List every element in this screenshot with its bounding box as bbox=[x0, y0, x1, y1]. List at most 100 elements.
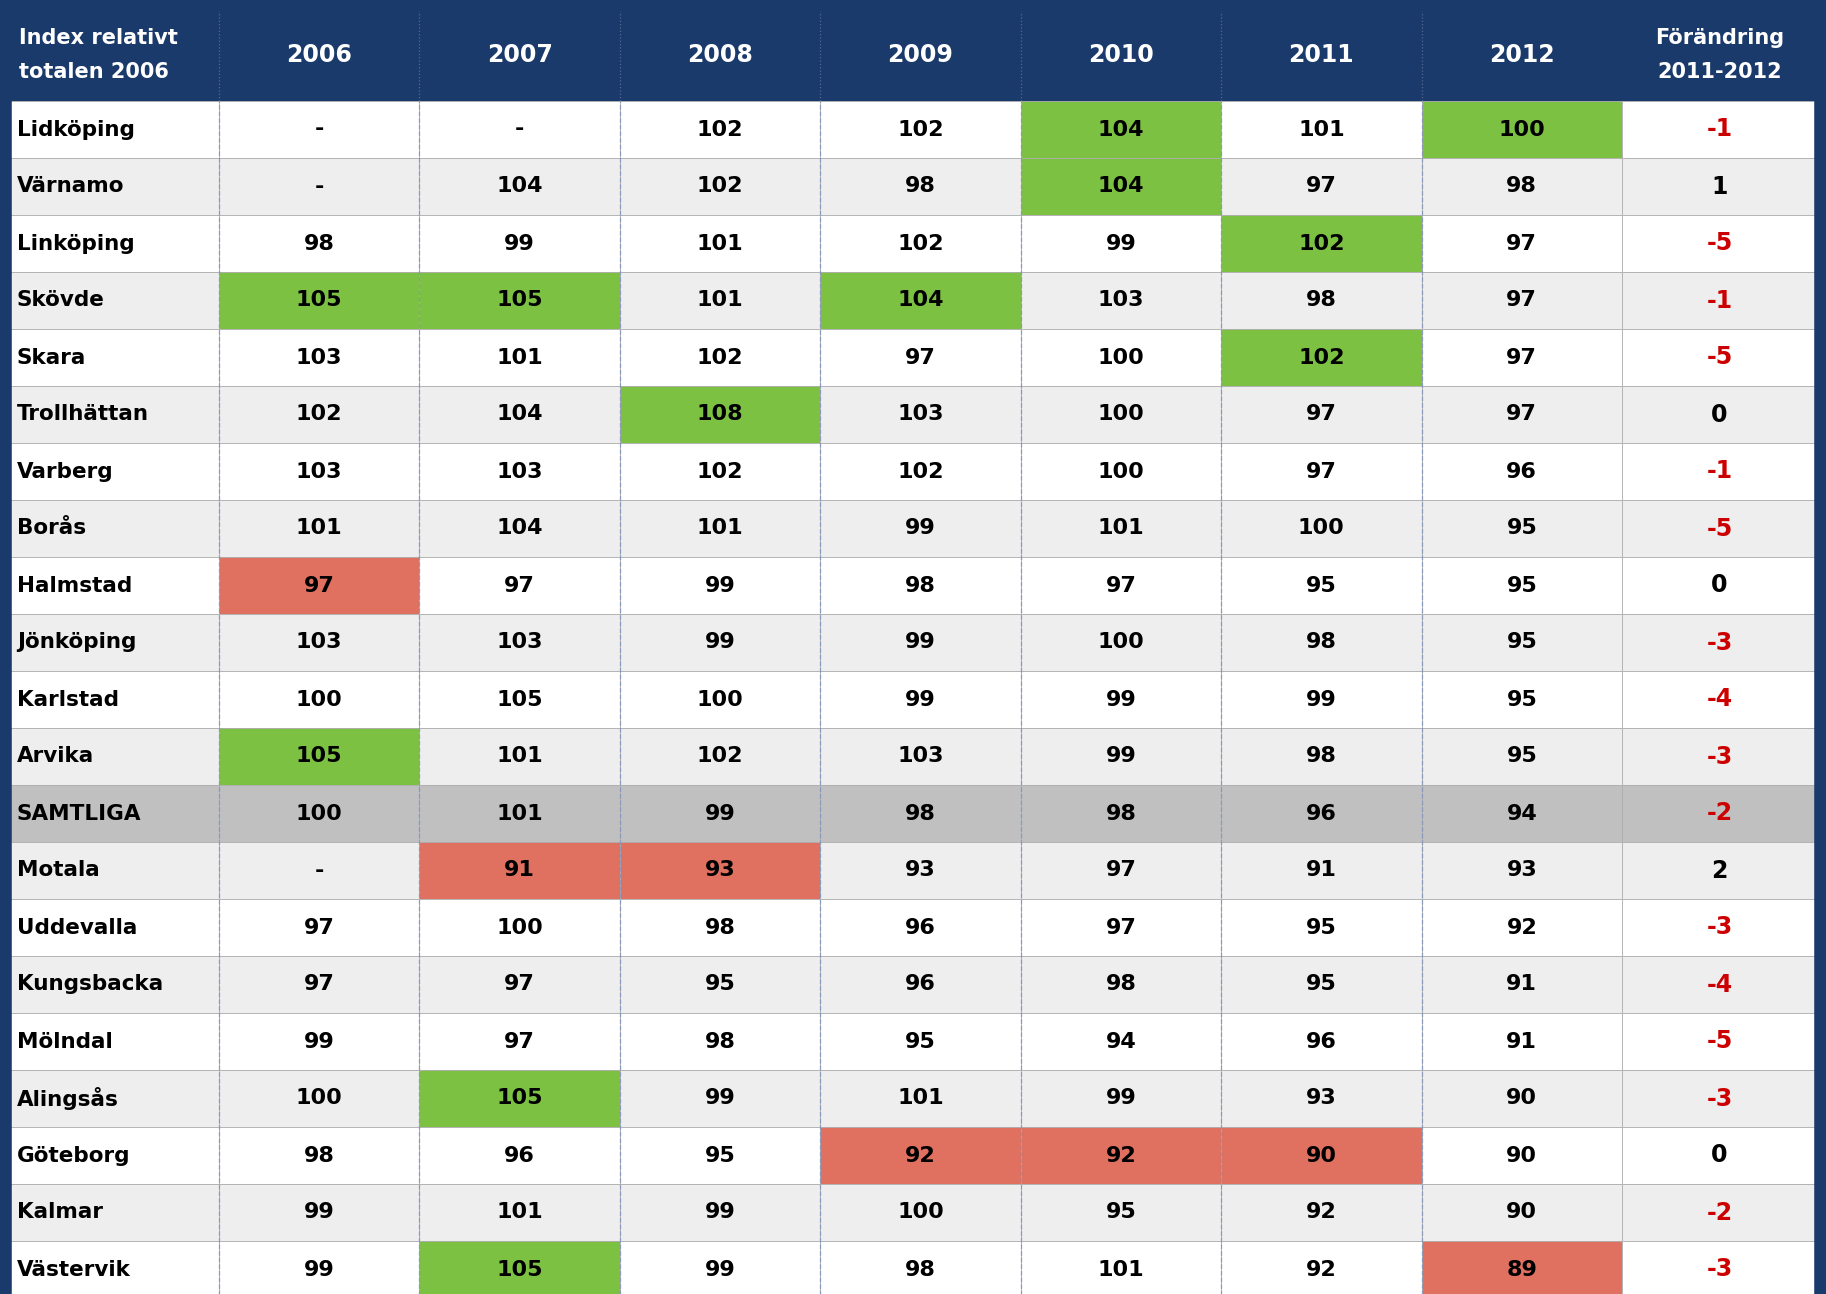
Text: 96: 96 bbox=[906, 917, 937, 937]
Text: 104: 104 bbox=[1097, 176, 1145, 197]
Text: Kalmar: Kalmar bbox=[16, 1202, 102, 1223]
Bar bbox=[1021, 9, 1222, 101]
Bar bbox=[619, 842, 820, 899]
Text: 100: 100 bbox=[1097, 462, 1145, 481]
Bar bbox=[1422, 899, 1621, 956]
Bar bbox=[219, 9, 420, 101]
Text: -: - bbox=[314, 861, 323, 880]
Text: 95: 95 bbox=[1506, 633, 1537, 652]
Bar bbox=[9, 956, 219, 1013]
Bar bbox=[1621, 842, 1817, 899]
Bar bbox=[1422, 329, 1621, 386]
Bar bbox=[1422, 613, 1621, 672]
Text: 92: 92 bbox=[1105, 1145, 1136, 1166]
Text: 0: 0 bbox=[1711, 573, 1727, 598]
Text: 102: 102 bbox=[698, 462, 743, 481]
Bar bbox=[219, 158, 420, 215]
Bar bbox=[1021, 956, 1222, 1013]
Text: 90: 90 bbox=[1506, 1145, 1537, 1166]
Bar bbox=[820, 899, 1021, 956]
Bar bbox=[1422, 1127, 1621, 1184]
Text: 90: 90 bbox=[1306, 1145, 1337, 1166]
Bar bbox=[219, 1241, 420, 1294]
Bar bbox=[619, 613, 820, 672]
Bar bbox=[9, 499, 219, 556]
Bar bbox=[619, 1184, 820, 1241]
Bar bbox=[1422, 443, 1621, 499]
Text: 102: 102 bbox=[698, 176, 743, 197]
Text: 2009: 2009 bbox=[887, 43, 953, 67]
Text: 97: 97 bbox=[1506, 233, 1537, 254]
Text: 97: 97 bbox=[1306, 462, 1337, 481]
Bar bbox=[9, 1241, 219, 1294]
Bar bbox=[420, 101, 619, 158]
Bar bbox=[820, 729, 1021, 785]
Text: 97: 97 bbox=[1105, 917, 1136, 937]
Bar bbox=[420, 9, 619, 101]
Text: 98: 98 bbox=[906, 804, 937, 823]
Text: 101: 101 bbox=[497, 1202, 542, 1223]
Text: 91: 91 bbox=[1506, 974, 1537, 995]
Text: 97: 97 bbox=[303, 974, 334, 995]
Text: 99: 99 bbox=[303, 1202, 334, 1223]
Text: 97: 97 bbox=[1306, 405, 1337, 424]
Text: 102: 102 bbox=[1298, 233, 1344, 254]
Text: Göteborg: Göteborg bbox=[16, 1145, 130, 1166]
Text: 99: 99 bbox=[906, 690, 937, 709]
Text: 95: 95 bbox=[1306, 974, 1337, 995]
Bar bbox=[219, 1013, 420, 1070]
Text: 97: 97 bbox=[906, 348, 937, 367]
Bar bbox=[619, 1070, 820, 1127]
Bar bbox=[1621, 215, 1817, 272]
Text: 100: 100 bbox=[897, 1202, 944, 1223]
Text: 95: 95 bbox=[906, 1031, 937, 1052]
Bar bbox=[1621, 1127, 1817, 1184]
Text: 99: 99 bbox=[504, 233, 535, 254]
Bar bbox=[1422, 842, 1621, 899]
Bar bbox=[1222, 101, 1422, 158]
Text: 97: 97 bbox=[1506, 405, 1537, 424]
Text: Förändring: Förändring bbox=[1654, 28, 1784, 48]
Bar bbox=[1222, 729, 1422, 785]
Text: 99: 99 bbox=[705, 804, 736, 823]
Bar bbox=[1422, 1184, 1621, 1241]
Text: 98: 98 bbox=[303, 1145, 334, 1166]
Text: 102: 102 bbox=[897, 462, 944, 481]
Text: SAMTLIGA: SAMTLIGA bbox=[16, 804, 141, 823]
Bar bbox=[219, 672, 420, 729]
Bar bbox=[1021, 215, 1222, 272]
Bar bbox=[420, 613, 619, 672]
Bar bbox=[420, 158, 619, 215]
Bar bbox=[9, 1070, 219, 1127]
Text: 98: 98 bbox=[1306, 633, 1337, 652]
Bar bbox=[820, 499, 1021, 556]
Text: 91: 91 bbox=[504, 861, 535, 880]
Text: 92: 92 bbox=[1306, 1259, 1337, 1280]
Text: -3: -3 bbox=[1705, 1258, 1733, 1281]
Bar bbox=[1222, 899, 1422, 956]
Bar bbox=[9, 272, 219, 329]
Bar bbox=[1021, 1184, 1222, 1241]
Text: 98: 98 bbox=[1506, 176, 1537, 197]
Text: 99: 99 bbox=[1105, 1088, 1136, 1109]
Text: -: - bbox=[515, 119, 524, 140]
Text: Borås: Borås bbox=[16, 519, 86, 538]
Bar bbox=[219, 956, 420, 1013]
Bar bbox=[9, 329, 219, 386]
Bar bbox=[1621, 1013, 1817, 1070]
Bar bbox=[619, 556, 820, 613]
Bar bbox=[9, 386, 219, 443]
Bar bbox=[219, 1127, 420, 1184]
Bar bbox=[420, 899, 619, 956]
Bar bbox=[420, 1070, 619, 1127]
Bar bbox=[1422, 499, 1621, 556]
Bar bbox=[1621, 613, 1817, 672]
Bar bbox=[1422, 215, 1621, 272]
Bar bbox=[1621, 9, 1817, 101]
Bar bbox=[420, 386, 619, 443]
Text: 95: 95 bbox=[705, 974, 736, 995]
Text: 101: 101 bbox=[698, 290, 743, 311]
Text: 96: 96 bbox=[906, 974, 937, 995]
Text: 104: 104 bbox=[497, 176, 542, 197]
Text: 100: 100 bbox=[296, 690, 343, 709]
